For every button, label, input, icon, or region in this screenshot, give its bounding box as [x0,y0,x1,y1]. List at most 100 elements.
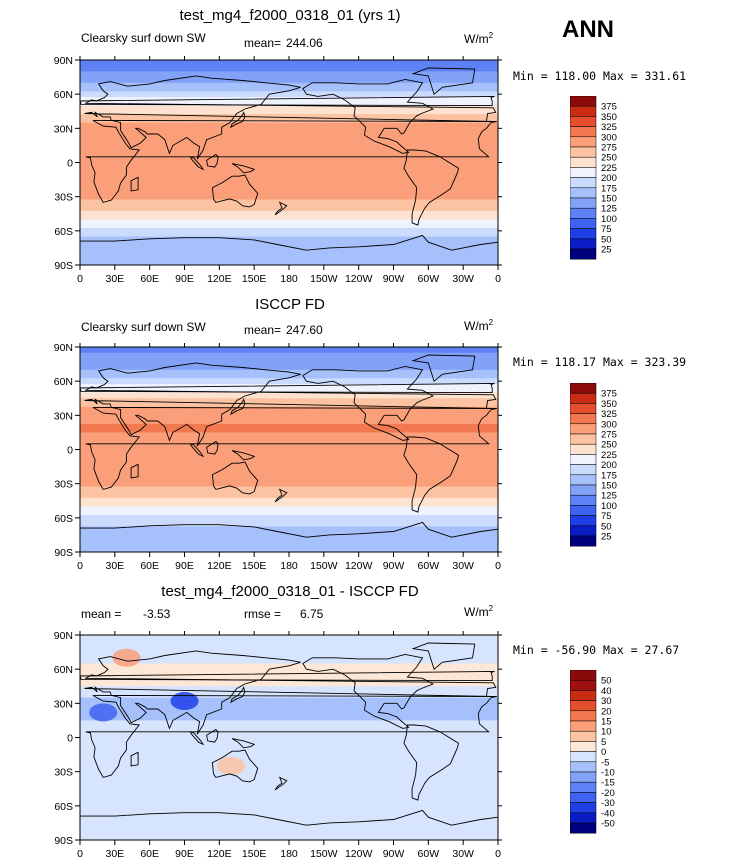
zonal-band [80,723,498,727]
zonal-band [80,446,498,451]
colorbar-label: 125 [601,204,617,215]
zonal-band [80,369,498,374]
zonal-band [80,443,498,448]
colorbar-swatch [570,730,597,742]
coastline-australia [211,749,259,783]
colorbar-swatch [570,505,597,516]
y-tick-label: 30N [54,123,73,135]
zonal-band [80,349,498,354]
y-tick-label: 60S [54,513,73,525]
zonal-band [80,440,498,445]
zonal-band [80,520,498,525]
panel-1-mean-value: 244.06 [286,36,323,50]
zonal-band [80,680,498,685]
coastline-new-guinea [231,738,256,749]
colorbar-swatch [570,207,597,219]
zonal-band [80,352,498,357]
zonal-band [80,480,498,485]
zonal-band [80,128,498,132]
colorbar-swatch [570,670,597,681]
panel-3-title: test_mg4_f2000_0318_01 - ISCCP FD [161,583,419,600]
panel-2-title: ISCCP FD [255,296,325,313]
x-tick-label: 120W [345,848,373,860]
zonal-band [80,193,498,198]
zonal-band [80,74,498,78]
coastline-africa [85,694,497,778]
zonal-band [80,131,498,135]
x-tick-label: 60W [418,273,440,285]
zonal-band [80,635,498,639]
y-tick-label: 0 [67,733,73,745]
zonal-band [80,760,498,764]
colorbar-swatch [570,167,597,178]
panel-2-mean-value: 247.60 [286,323,323,337]
coastline-africa [85,119,497,203]
zonal-band [80,788,498,793]
colorbar-swatch [570,464,597,476]
colorbar-swatch [570,710,597,722]
zonal-band [80,783,498,787]
zonal-band [80,637,498,642]
panel-3-mean-value: -3.53 [143,607,171,621]
colorbar-swatch [570,443,597,455]
zonal-band [80,176,498,181]
x-tick-label: 150W [310,273,338,285]
zonal-band [80,406,498,411]
colorbar-swatch [570,96,597,107]
zonal-band [80,649,498,653]
colorbar-swatch [570,751,597,763]
zonal-band [80,395,498,399]
zonal-band [80,657,498,662]
zonal-band [80,452,498,456]
panel-3-rmse-value: 6.75 [300,607,324,621]
zonal-band [80,703,498,707]
colorbar-swatch [570,197,597,209]
zonal-band [80,358,498,362]
zonal-band [80,731,498,736]
zonal-band [80,196,498,201]
coastline-north-america [302,78,435,154]
coastline-antarctica [80,234,498,265]
zonal-band [80,85,498,90]
colorbar-label: 150 [601,194,617,205]
zonal-band [80,142,498,147]
zonal-band [80,765,498,770]
colorbar-swatch [570,535,597,547]
zonal-band [80,663,498,667]
x-tick-label: 120E [207,560,232,572]
zonal-band [80,691,498,696]
colorbar-label: 50 [601,676,612,687]
zonal-band [80,403,498,408]
y-tick-label: 60N [54,89,73,101]
x-tick-label: 120W [345,273,373,285]
colorbar-label: 50 [601,234,612,245]
coastline-madagascar [130,463,139,479]
panel-1-minmax: Min = 118.00 Max = 331.61 [513,69,687,83]
x-tick-label: 90E [175,273,194,285]
colorbar-swatch [570,156,597,168]
zonal-band [80,514,498,519]
zonal-band [80,666,498,670]
zonal-band [80,677,498,682]
colorbar-label: 40 [601,686,612,697]
coastline-sumatra [189,443,205,458]
x-tick-label: 30W [452,848,474,860]
colorbar-label: -15 [601,778,615,789]
zonal-band [80,188,498,192]
coastline-australia [211,174,259,208]
colorbar-swatch [570,484,597,496]
anomaly-feature [170,692,199,711]
zonal-band [80,159,498,164]
colorbar-swatch [570,383,597,394]
zonal-band [80,253,498,258]
x-tick-label: 150E [242,848,267,860]
zonal-band [80,706,498,710]
zonal-band [80,65,498,70]
x-tick-label: 180 [280,273,298,285]
colorbar-label: 150 [601,481,617,492]
colorbar-swatch [570,433,597,445]
panel-1-variable: Clearsky surf down SW [81,31,206,45]
zonal-band [80,828,498,833]
zonal-band [80,364,498,368]
coastline-uk [80,382,495,394]
